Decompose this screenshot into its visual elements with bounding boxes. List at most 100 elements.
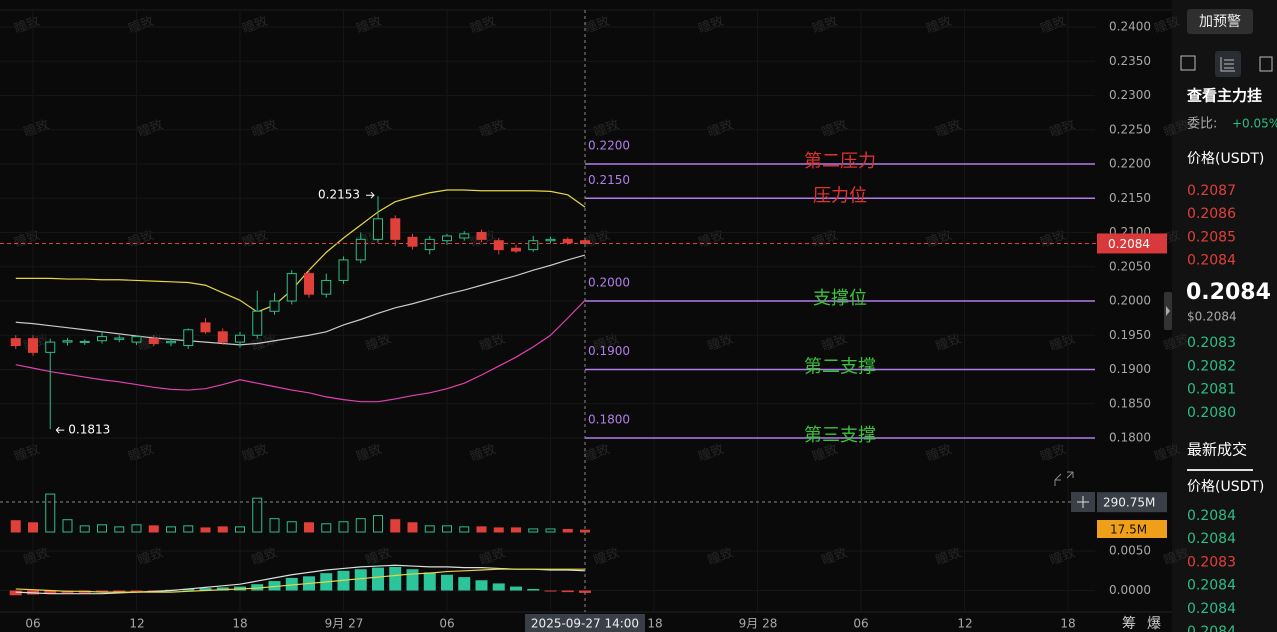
x-tick-label: 06 xyxy=(439,617,454,631)
y-tick-label: 0.2000 xyxy=(1109,294,1151,308)
trade-price: 0.2083 xyxy=(1187,554,1236,570)
candle-body xyxy=(459,233,470,239)
candle-body xyxy=(148,338,159,344)
volume-bar xyxy=(355,518,366,533)
volume-bar xyxy=(62,519,73,533)
side-tab[interactable] xyxy=(1164,292,1172,330)
axis-tool[interactable]: 爆 xyxy=(1147,616,1161,632)
alert-button-bg[interactable] xyxy=(1187,9,1253,34)
candle-body xyxy=(217,331,228,343)
candle-body xyxy=(45,341,56,353)
macd-bar xyxy=(441,574,453,591)
macd-bar xyxy=(268,581,281,591)
candle-body xyxy=(252,310,263,336)
candle-body xyxy=(166,340,176,344)
volume-bar xyxy=(114,526,125,533)
bollinger-middle xyxy=(15,254,586,346)
ask-price: 0.2086 xyxy=(1187,206,1236,222)
candle-body xyxy=(304,273,314,295)
macd-bar xyxy=(475,580,488,591)
trades-header: 价格(USDT) xyxy=(1187,479,1264,495)
x-tick-label: 9月 28 xyxy=(739,617,778,631)
macd-bar xyxy=(389,566,402,591)
volume-bar xyxy=(304,522,314,533)
y-tick-label: 0.1850 xyxy=(1109,396,1151,410)
alert-button[interactable]: 加预警 xyxy=(1199,14,1241,30)
candle-body xyxy=(390,218,401,240)
bollinger-upper xyxy=(15,189,586,313)
macd-bar xyxy=(510,586,522,591)
depth-title[interactable]: 查看主力挂 xyxy=(1187,87,1262,105)
bid-price: 0.2082 xyxy=(1187,358,1236,374)
volume-bar xyxy=(28,522,38,533)
macd-bar xyxy=(579,590,591,593)
candle-body xyxy=(424,238,435,251)
trade-price: 0.2084 xyxy=(1187,508,1236,524)
high-annotation: 0.2153 xyxy=(318,188,360,202)
low-annotation: 0.1813 xyxy=(68,423,110,437)
candle-body xyxy=(10,338,21,347)
macd-bar xyxy=(9,590,22,596)
volume-bar xyxy=(511,527,521,533)
last-price: 0.2084 xyxy=(1186,280,1271,305)
trades-title[interactable]: 最新成交 xyxy=(1187,441,1247,459)
volume-bar xyxy=(269,518,280,533)
volume-bar xyxy=(442,525,452,533)
expand-icon[interactable] xyxy=(1054,471,1074,486)
ask-price: 0.2087 xyxy=(1187,183,1236,199)
macd-bar xyxy=(285,577,298,591)
volume-current-tag xyxy=(1097,520,1167,538)
candle-body xyxy=(235,334,245,343)
volume-bar xyxy=(493,527,504,533)
x-tick-label: 06 xyxy=(25,617,40,631)
candle-body xyxy=(269,300,280,312)
candle-body xyxy=(476,232,487,240)
macd-bar xyxy=(113,590,126,593)
x-tick-label: 9月 27 xyxy=(325,617,364,631)
level-price: 0.2200 xyxy=(588,139,630,153)
candle-body xyxy=(286,273,297,302)
level-name: 压力位 xyxy=(813,185,867,206)
volume-crosshair-label: 290.75M xyxy=(1103,496,1155,510)
crosshair-plus[interactable] xyxy=(1071,492,1095,512)
x-tick-label: 18 xyxy=(232,617,247,631)
macd-tick-label: 0.0000 xyxy=(1109,583,1151,597)
y-tick-label: 0.2250 xyxy=(1109,122,1151,136)
x-tick-label: 18 xyxy=(647,617,662,631)
candle-body xyxy=(355,238,366,261)
candle-body xyxy=(131,336,142,343)
volume-bar xyxy=(528,528,539,533)
ask-price: 0.2085 xyxy=(1187,229,1236,245)
panel-icons[interactable] xyxy=(1180,51,1273,77)
trade-price: 0.2084 xyxy=(1187,624,1236,632)
current-price-tag xyxy=(1097,233,1167,254)
crosshair-time-tag xyxy=(525,614,645,632)
volume-bar xyxy=(338,521,349,533)
y-tick-label: 0.2300 xyxy=(1109,88,1151,102)
candle-body xyxy=(511,247,521,252)
volume-bar xyxy=(459,526,470,533)
y-tick-label: 0.1900 xyxy=(1109,362,1151,376)
volume-bar xyxy=(580,529,590,533)
trade-price: 0.2084 xyxy=(1187,531,1236,547)
candle-body xyxy=(321,279,332,295)
macd-bar xyxy=(199,588,212,591)
volume-bar xyxy=(476,526,487,533)
current-price-label: 0.2084 xyxy=(1108,237,1150,251)
volume-current-label: 17.5M xyxy=(1110,523,1147,537)
candle-body xyxy=(562,238,573,244)
axis-tool[interactable]: 筹 xyxy=(1122,615,1136,632)
y-tick-label: 0.2150 xyxy=(1109,191,1151,205)
candle-body xyxy=(183,329,194,347)
level-price: 0.2000 xyxy=(588,276,630,290)
main-pane: 0.2153 0.1813 0.2200 第二压力 0.2150 压力位 0.2000 支撑位… xyxy=(0,139,1097,596)
macd-bar xyxy=(182,588,195,591)
macd-bar xyxy=(354,569,367,591)
high-arrow xyxy=(366,191,375,199)
y-tick-label: 0.1950 xyxy=(1109,328,1151,342)
macd-bar xyxy=(492,583,505,591)
volume-bar xyxy=(252,497,263,533)
trade-price: 0.2084 xyxy=(1187,601,1236,617)
